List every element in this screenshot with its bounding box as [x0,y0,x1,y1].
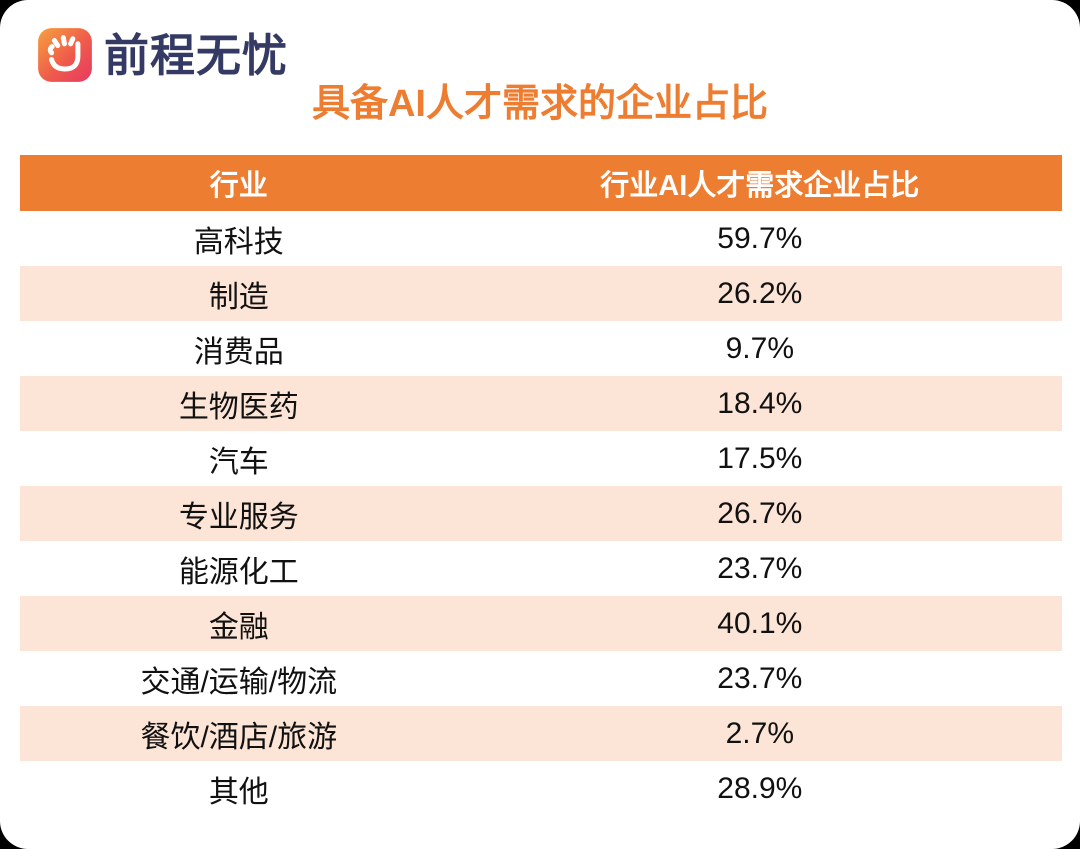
industry-cell: 交通/运输/物流 [140,665,338,699]
value-cell: 23.7% [717,661,803,695]
industry-ai-demand-table: 行业 行业AI人才需求企业占比 高科技 59.7% 制造 26.2% 消费品 9… [20,155,1062,816]
table-row: 消费品 9.7% [20,321,1062,376]
value-cell: 23.7% [717,551,803,585]
value-cell: 40.1% [717,606,803,640]
column-header-industry: 行业 [209,170,268,202]
value-cell: 18.4% [717,386,803,420]
value-cell: 59.7% [717,221,803,255]
table-row: 能源化工 23.7% [20,541,1062,596]
industry-cell: 餐饮/酒店/旅游 [140,720,338,754]
value-cell: 17.5% [717,441,803,475]
table-row: 金融 40.1% [20,596,1062,651]
table-row: 生物医药 18.4% [20,376,1062,431]
column-header-percentage: 行业AI人才需求企业占比 [600,170,920,202]
value-cell: 26.7% [717,496,803,530]
industry-cell: 汽车 [208,445,269,479]
table-row: 其他 28.9% [20,761,1062,816]
industry-cell: 专业服务 [178,500,299,534]
industry-cell: 制造 [208,280,269,314]
value-cell: 2.7% [725,716,794,750]
hand-gesture-app-icon [37,27,93,83]
brand-logo-text: 前程无忧 [104,29,289,81]
table-header-row: 行业 行业AI人才需求企业占比 [20,155,1062,211]
industry-cell: 生物医药 [178,390,299,424]
table-row: 制造 26.2% [20,266,1062,321]
page-title: 具备AI人才需求的企业占比 [311,83,768,125]
value-cell: 28.9% [717,771,803,805]
industry-cell: 金融 [208,610,269,644]
industry-cell: 消费品 [193,335,284,369]
table-row: 汽车 17.5% [20,431,1062,486]
brand-logo: 前程无忧 [37,27,288,83]
value-cell: 9.7% [725,331,794,365]
industry-cell: 其他 [208,775,269,809]
table-row: 高科技 59.7% [20,211,1062,266]
industry-cell: 能源化工 [178,555,299,589]
table-row: 专业服务 26.7% [20,486,1062,541]
table-row: 餐饮/酒店/旅游 2.7% [20,706,1062,761]
value-cell: 26.2% [717,276,803,310]
table-row: 交通/运输/物流 23.7% [20,651,1062,706]
industry-cell: 高科技 [193,225,284,259]
